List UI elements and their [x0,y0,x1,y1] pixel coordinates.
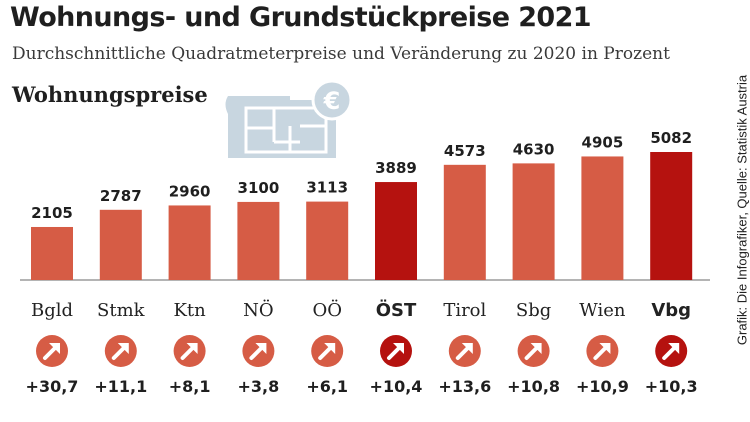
bar [443,164,486,280]
section-heading: Wohnungspreise [12,82,208,107]
trend-arrow-head [393,343,404,354]
value-label: 4630 [513,140,555,158]
change-label: +10,8 [507,377,560,396]
bar [581,156,624,280]
category-label: Sbg [516,300,551,321]
category-label: NÖ [243,298,274,321]
value-label: 4905 [582,133,624,151]
bar [650,152,693,280]
floorplan-euro-icon: € [225,79,353,158]
value-label: 2787 [100,187,142,205]
trend-arrow-head [255,343,267,354]
category-label: Bgld [31,300,73,321]
trend-arrow-head [668,343,680,354]
chart-title: Wohnungs- und Grundstückpreise 2021 [10,2,592,33]
value-label: 3113 [306,179,348,197]
category-label: Tirol [443,300,486,321]
category-label: Stmk [97,300,146,321]
change-label: +13,6 [438,377,491,396]
value-label: 4573 [444,142,486,160]
change-label: +3,8 [238,377,280,396]
category-label: Wien [579,300,626,321]
chart-subtitle: Durchschnittliche Quadratmeterpreise und… [12,44,670,64]
bar [31,226,73,280]
category-label: ÖST [376,299,417,321]
trend-arrow-head [324,343,336,354]
trend-arrow-head [599,343,611,354]
value-label: 5082 [650,129,692,147]
change-label: +10,9 [576,377,629,396]
bar [375,182,417,280]
bar [99,209,142,280]
trend-arrow-head [461,343,473,354]
change-label: +11,1 [94,377,147,396]
euro-symbol: € [323,87,341,115]
bar [306,201,349,280]
trend-arrow-head [186,343,198,354]
change-label: +10,4 [370,377,423,396]
value-label: 3889 [375,159,417,177]
category-label: Vbg [651,300,691,321]
bar [512,163,555,280]
bar [168,205,211,280]
value-label: 2960 [169,182,211,200]
category-label: OÖ [312,298,342,321]
trend-arrow-head [530,343,542,354]
value-label: 2105 [31,204,73,222]
trend-arrow-head [49,343,60,354]
category-label: Ktn [173,300,206,321]
value-label: 3100 [238,179,280,197]
change-label: +10,3 [645,377,698,396]
bar [237,201,280,280]
change-label: +30,7 [26,377,79,396]
trend-arrow-head [117,343,129,354]
change-label: +6,1 [306,377,348,396]
change-label: +8,1 [169,377,211,396]
